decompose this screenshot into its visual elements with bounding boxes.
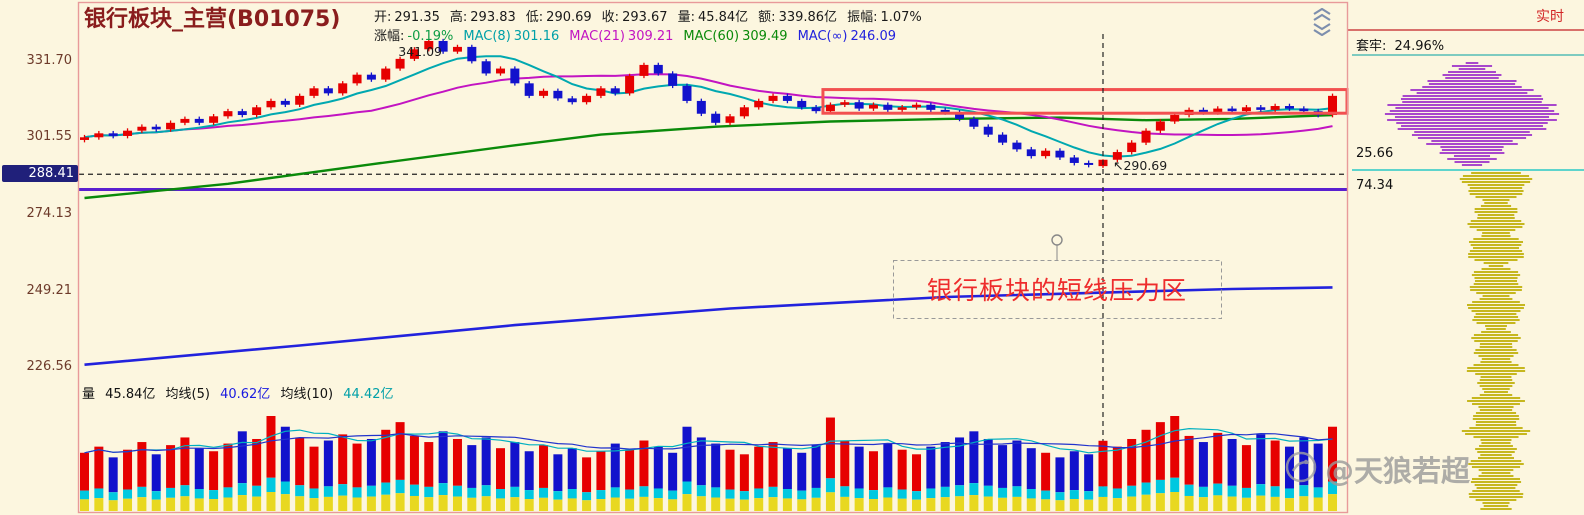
trapped-chips-value: 74.34	[1356, 178, 1394, 193]
profit-chips-value: 25.66	[1356, 146, 1394, 161]
info-field: MAC(21) 309.21	[569, 29, 674, 44]
info-field: MAC(8) 301.16	[463, 29, 560, 44]
watermark: @天狼若超	[1284, 448, 1470, 490]
info-field: 涨幅: -0.19%	[374, 29, 454, 44]
price-axis-tick: 249.21	[26, 282, 73, 298]
price-axis-tick: 331.70	[26, 53, 73, 68]
alert-price-tick: 288.41	[2, 165, 78, 183]
arrow-up-left-icon: ↖	[1112, 157, 1124, 173]
trapped-ratio-label: 套牢:	[1356, 39, 1387, 54]
info-field: 额: 339.86亿	[758, 10, 838, 25]
volume-ma10-value: 44.42亿	[343, 387, 394, 402]
price-axis-tick: 226.56	[26, 359, 73, 374]
volume-ma10-label: 均线(10)	[280, 387, 334, 402]
chevron-up-icon[interactable]	[1310, 6, 1334, 21]
trapped-ratio-field: 套牢: 24.96%	[1356, 35, 1448, 54]
realtime-label: 实时	[1536, 9, 1564, 25]
volume-ma5-label: 均线(5)	[165, 387, 210, 402]
price-axis-tick: 274.13	[26, 206, 73, 222]
info-field: MAC(60) 309.49	[683, 29, 788, 44]
volume-value: 45.84亿	[105, 387, 156, 402]
ma-info-bar: 涨幅: -0.19% MAC(8) 301.16 MAC(21) 309.21 MAC(60…	[374, 25, 906, 44]
volume-label: 量	[82, 387, 96, 402]
chevron-down-icon[interactable]	[1310, 21, 1334, 37]
info-field: 量: 45.84亿	[677, 10, 749, 25]
volume-info-bar: 量 45.84亿 均线(5) 40.62亿 均线(10) 44.42亿	[82, 383, 399, 402]
info-field: 收: 293.67	[601, 10, 668, 25]
watermark-text: @天狼若超	[1325, 454, 1471, 488]
info-field: 振幅: 1.07%	[847, 10, 922, 25]
wolf-logo-icon	[1284, 450, 1318, 488]
peak-price-label: 341.09	[398, 43, 443, 59]
low-price-label: ↖290.69	[1112, 157, 1168, 173]
trapped-ratio-value: 24.96%	[1394, 39, 1445, 54]
price-axis-tick: 301.55	[26, 129, 73, 145]
chart-title: 银行板块_主营(B01075)	[84, 7, 341, 32]
volume-ma5-value: 40.62亿	[220, 387, 271, 402]
pressure-zone-annotation[interactable]: 银行板块的短线压力区	[926, 276, 1187, 305]
info-field: 低: 290.69	[525, 10, 592, 25]
info-field: MAC(∞) 246.09	[797, 29, 897, 44]
info-field: 高: 293.83	[449, 10, 516, 25]
info-field: 开: 291.35	[374, 10, 440, 25]
ohlc-info-bar: 开: 291.35 高: 293.83 低: 290.69 收: 293.67 量: 45.84亿…	[374, 6, 932, 25]
